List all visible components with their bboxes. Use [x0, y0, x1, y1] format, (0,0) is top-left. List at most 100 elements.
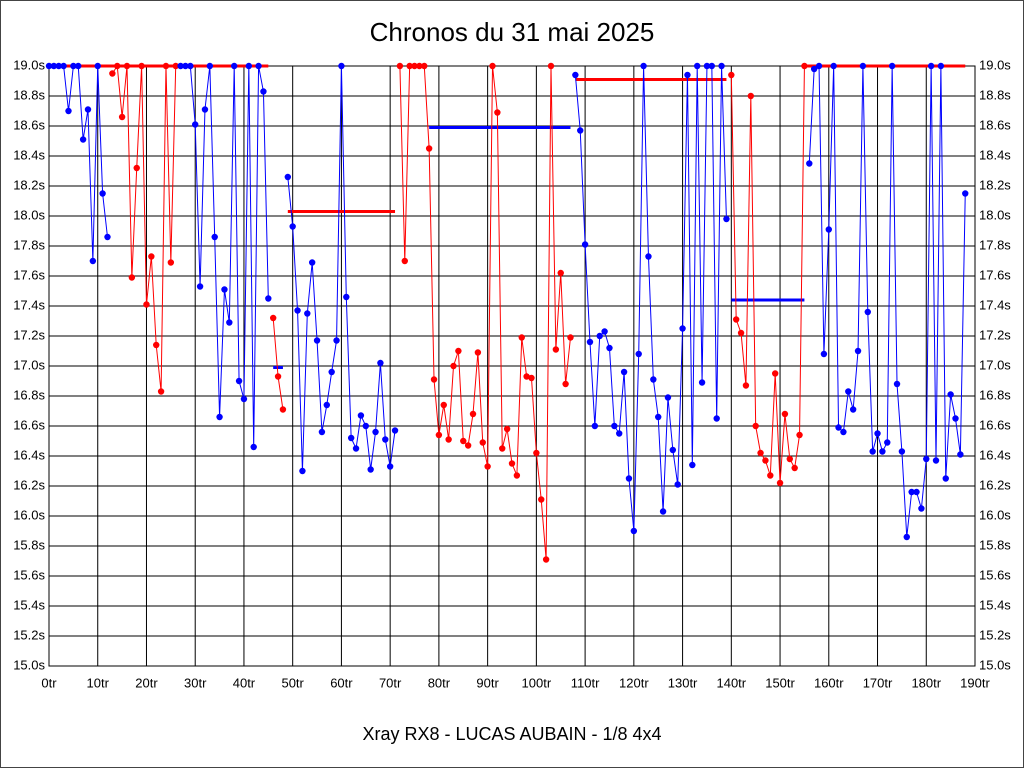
y2-tick-label: 16.2s: [979, 477, 1011, 492]
x-tick-label: 150tr: [765, 675, 795, 690]
lap-point: [143, 301, 150, 308]
lap-point: [464, 442, 472, 449]
lap-point: [586, 338, 594, 346]
lap-point: [698, 379, 706, 386]
x-tick-label: 90tr: [476, 675, 499, 690]
lap-point: [260, 88, 267, 95]
y2-tick-label: 18.4s: [979, 147, 1011, 162]
lap-point: [226, 319, 233, 326]
lap-point: [377, 359, 384, 367]
lap-point: [684, 71, 691, 79]
lap-point: [265, 295, 272, 302]
lap-point: [406, 62, 413, 70]
lap-point: [786, 455, 793, 463]
lap-point: [606, 344, 613, 352]
x-tick-label: 60tr: [330, 675, 353, 690]
lap-point: [323, 401, 330, 409]
lap-point: [674, 481, 681, 488]
lap-point: [937, 62, 945, 70]
lap-point: [50, 62, 58, 70]
lap-point: [801, 62, 808, 70]
lap-point: [128, 274, 136, 281]
lap-point: [455, 347, 462, 355]
series-line: [399, 65, 571, 560]
lap-point: [737, 329, 745, 337]
lap-point: [815, 62, 823, 70]
lap-point: [932, 457, 940, 464]
lap-point: [620, 368, 628, 376]
y-tick-label: 17.8s: [13, 237, 45, 252]
x-tick-label: 110tr: [571, 675, 600, 690]
lap-point: [177, 62, 184, 70]
lap-point: [245, 62, 253, 70]
lap-point: [762, 457, 769, 464]
lap-point: [884, 439, 891, 446]
lap-point: [518, 334, 525, 341]
lap-point: [572, 71, 579, 79]
lap-point: [367, 466, 374, 473]
lap-point: [250, 443, 257, 451]
lap-point: [913, 488, 920, 496]
lap-point: [689, 461, 696, 469]
y2-tick-label: 15.2s: [979, 627, 1011, 642]
lap-point: [123, 62, 131, 70]
lap-point: [99, 190, 106, 197]
x-axis-label: Xray RX8 - LUCAS AUBAIN - 1/8 4x4: [362, 724, 661, 744]
lap-point: [421, 62, 428, 70]
lap-point: [231, 62, 238, 70]
y-tick-label: 19.0s: [13, 57, 45, 72]
lap-point: [879, 448, 886, 455]
lap-point: [294, 307, 301, 314]
lap-point: [313, 337, 321, 344]
y2-tick-label: 17.0s: [979, 357, 1011, 372]
lap-point: [450, 362, 457, 370]
lap-point: [903, 533, 910, 541]
lap-point: [489, 62, 496, 70]
lap-point: [396, 62, 404, 70]
lap-point: [523, 373, 530, 380]
lap-point: [469, 410, 477, 418]
y2-tick-label: 18.0s: [979, 207, 1011, 222]
lap-point: [581, 241, 589, 248]
lap-point: [201, 106, 209, 113]
y2-tick-label: 16.4s: [979, 447, 1011, 462]
lap-point: [947, 391, 954, 398]
y2-tick-label: 17.4s: [979, 297, 1011, 312]
lap-point: [962, 190, 969, 197]
y-tick-label: 16.0s: [13, 507, 45, 522]
lap-point: [538, 496, 545, 503]
lap-point: [640, 62, 647, 70]
x-tick-label: 160tr: [814, 675, 844, 690]
lap-point: [898, 448, 906, 455]
lap-point: [845, 388, 852, 395]
x-tick-label: 20tr: [135, 675, 158, 690]
y-tick-label: 16.4s: [13, 447, 45, 462]
lap-point: [352, 445, 360, 452]
lap-point: [513, 472, 521, 479]
y2-tick-label: 17.6s: [979, 267, 1011, 282]
lap-point: [484, 463, 491, 470]
lap-point: [255, 62, 262, 70]
lap-point: [888, 62, 896, 70]
lap-point: [289, 223, 296, 230]
lap-point: [796, 431, 803, 439]
x-tick-label: 70tr: [379, 675, 402, 690]
lap-point: [957, 451, 964, 458]
lap-point: [75, 62, 82, 70]
lap-point: [318, 428, 326, 436]
lap-point: [148, 253, 155, 260]
lap-point: [708, 62, 716, 70]
chart-title: Chronos du 31 mai 2025: [370, 17, 655, 47]
lap-point: [133, 164, 140, 172]
lap-point: [927, 62, 935, 70]
lap-point: [645, 253, 652, 260]
lap-point: [308, 259, 316, 266]
x-tick-label: 170tr: [863, 675, 893, 690]
lap-point: [104, 233, 111, 241]
lap-point: [552, 346, 560, 353]
lap-point: [172, 62, 179, 70]
x-tick-label: 0tr: [41, 675, 57, 690]
lap-point: [386, 463, 394, 470]
lap-point: [192, 121, 199, 128]
